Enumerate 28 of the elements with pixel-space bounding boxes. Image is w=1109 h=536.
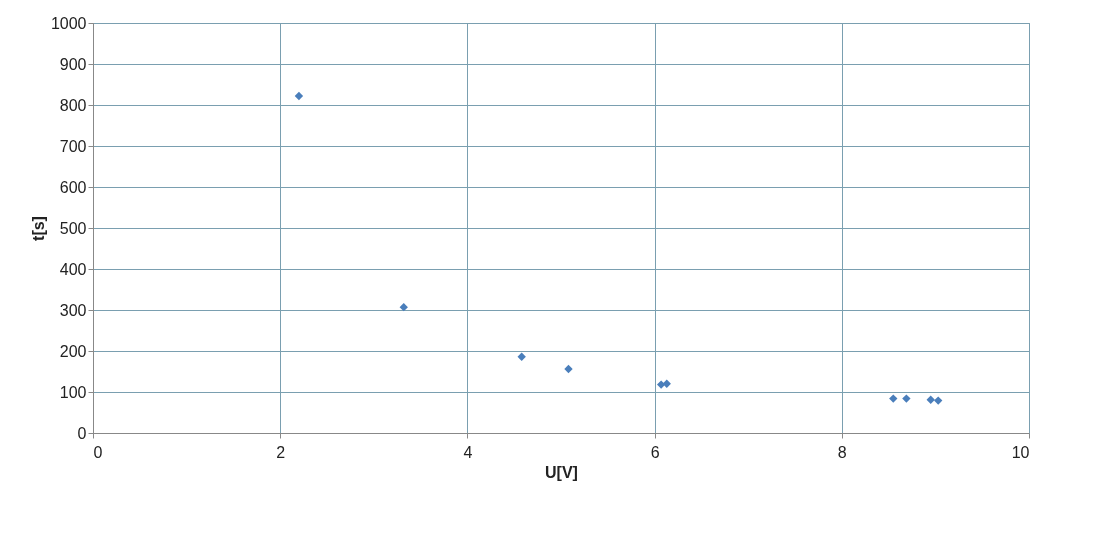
y-tick-label: 700 — [59, 137, 87, 155]
x-tick-label: 10 — [1011, 443, 1030, 461]
y-axis-title: t[s] — [29, 216, 47, 241]
point — [517, 352, 526, 361]
y-tick-label: 200 — [59, 342, 87, 360]
x-tick-label: 4 — [463, 443, 473, 461]
point — [564, 364, 573, 374]
x-tick-label: 6 — [650, 443, 660, 461]
y-tick-label: 300 — [59, 301, 87, 319]
x-tick-label: 2 — [276, 443, 286, 461]
y-tick-label: 400 — [59, 260, 87, 278]
point — [926, 395, 935, 404]
point — [399, 302, 408, 312]
point — [902, 394, 911, 403]
point — [662, 379, 671, 388]
point — [294, 91, 304, 101]
x-tick-label: 0 — [93, 443, 103, 461]
x-axis-title: U[V] — [545, 463, 578, 481]
y-tick-label: 0 — [77, 424, 87, 442]
y-tick-label: 900 — [59, 55, 87, 73]
y-tick-label: 1000 — [50, 14, 87, 32]
point — [934, 396, 943, 405]
y-tick-label: 800 — [59, 96, 87, 114]
y-tick-label: 500 — [59, 219, 87, 237]
y-tick-label: 100 — [59, 383, 87, 401]
y-tick-label: 600 — [59, 178, 87, 196]
point — [889, 394, 898, 403]
x-tick-label: 8 — [837, 443, 847, 461]
